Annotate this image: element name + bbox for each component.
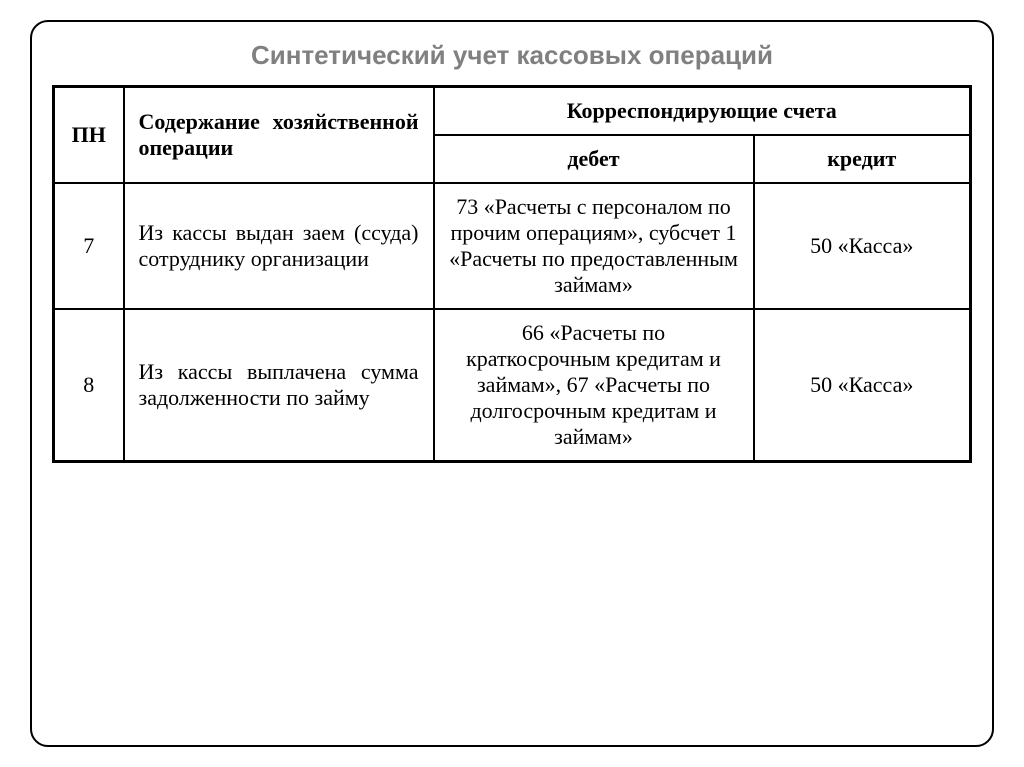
accounting-table: ПН Содержание хозяйственной операции Кор… <box>52 85 972 463</box>
header-pn: ПН <box>54 87 124 184</box>
table-header-row-1: ПН Содержание хозяйственной операции Кор… <box>54 87 971 136</box>
page-title: Синтетический учет кассовых операций <box>52 40 972 71</box>
cell-description: Из кассы выдан заем (ссуда) сотруднику о… <box>124 183 434 309</box>
cell-pn: 7 <box>54 183 124 309</box>
table-row: 7 Из кассы выдан заем (ссуда) сотруднику… <box>54 183 971 309</box>
cell-credit: 50 «Касса» <box>754 183 971 309</box>
cell-description: Из кассы выплачена сумма задолженности п… <box>124 309 434 462</box>
header-accounts: Корреспондирующие счета <box>434 87 971 136</box>
slide-frame: Синтетический учет кассовых операций ПН … <box>30 20 994 747</box>
cell-credit: 50 «Касса» <box>754 309 971 462</box>
cell-debit: 73 «Расчеты с персоналом по прочим опера… <box>434 183 754 309</box>
header-debit: дебет <box>434 135 754 183</box>
header-description: Содержание хозяйственной операции <box>124 87 434 184</box>
cell-pn: 8 <box>54 309 124 462</box>
header-credit: кредит <box>754 135 971 183</box>
table-row: 8 Из кассы выплачена сумма задолженности… <box>54 309 971 462</box>
cell-debit: 66 «Расчеты по краткосрочным кредитам и … <box>434 309 754 462</box>
